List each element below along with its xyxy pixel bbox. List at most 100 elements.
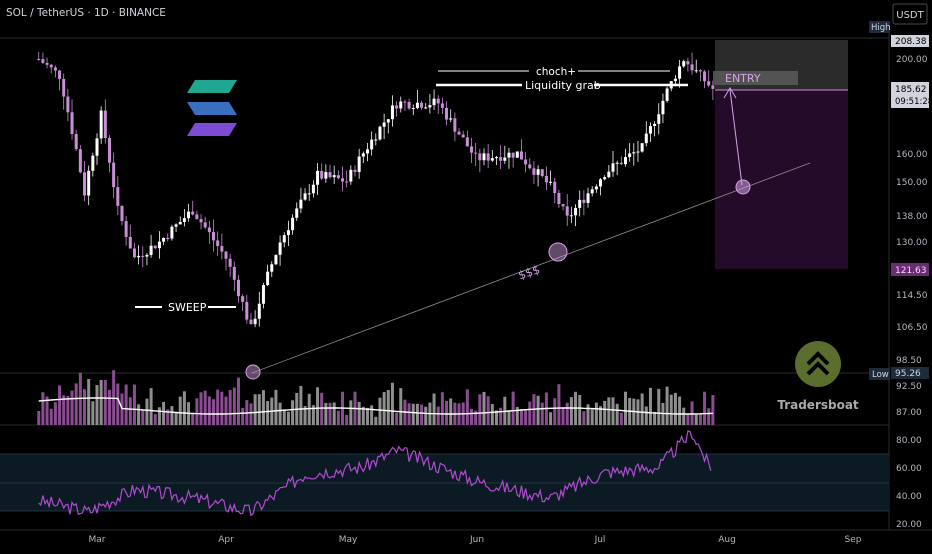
- price-tick: 114.50: [896, 291, 928, 301]
- candle: [199, 214, 203, 230]
- brand-name: Tradersboat: [777, 398, 859, 412]
- high-tag-label: High: [871, 23, 891, 33]
- volume-bar: [540, 402, 544, 425]
- volume-bar: [212, 399, 216, 425]
- volume-bar: [349, 400, 353, 425]
- volume-bar: [490, 404, 494, 425]
- symbol-title: SOL / TetherUS · 1D · BINANCE: [6, 7, 166, 19]
- candle: [420, 100, 424, 110]
- currency-button[interactable]: [892, 3, 928, 25]
- volume-bar: [37, 411, 41, 425]
- candle: [711, 80, 715, 101]
- candle: [578, 190, 582, 217]
- last-price: 185.62: [895, 85, 927, 95]
- candle: [49, 63, 53, 74]
- countdown: 09:51:28: [895, 97, 932, 107]
- time-tick: May: [339, 535, 358, 545]
- volume-bar: [41, 392, 45, 425]
- candle: [328, 164, 332, 179]
- volume-bar: [411, 403, 415, 425]
- entry-label: ENTRY: [725, 72, 761, 85]
- volume-bar: [320, 392, 324, 425]
- volume-bar: [478, 394, 482, 425]
- candle: [640, 143, 644, 153]
- volume-bar: [361, 406, 365, 425]
- volume-bar: [370, 405, 374, 425]
- volume-bar: [103, 379, 107, 425]
- candle: [162, 237, 166, 246]
- currency-label: USDT: [896, 10, 924, 21]
- candle: [320, 163, 324, 181]
- candle: [253, 310, 257, 328]
- candle: [449, 109, 453, 123]
- volume-bar: [665, 386, 669, 425]
- candle: [191, 200, 195, 216]
- volume-bar: [266, 401, 270, 425]
- candle: [403, 99, 407, 112]
- volume-bar: [582, 411, 586, 425]
- volume-bar: [316, 387, 320, 425]
- candle: [628, 142, 632, 162]
- candle: [365, 143, 369, 162]
- candle: [445, 101, 449, 125]
- candle: [353, 165, 357, 177]
- volume-bar: [578, 395, 582, 425]
- candle: [519, 139, 523, 160]
- candle: [440, 97, 444, 115]
- volume-bar: [711, 395, 715, 425]
- candle: [178, 216, 182, 225]
- candle: [270, 261, 274, 278]
- candle: [137, 245, 141, 265]
- volume-bar: [157, 407, 161, 425]
- candle: [303, 188, 307, 201]
- candle: [478, 148, 482, 173]
- liquidity-circle: [548, 242, 568, 262]
- volume-bar: [698, 414, 702, 425]
- low-tag-label: Low: [872, 370, 889, 380]
- candle: [220, 233, 224, 260]
- candle: [465, 130, 469, 147]
- candle: [53, 65, 57, 78]
- volume-bar: [311, 405, 315, 425]
- candle: [370, 131, 374, 156]
- last-price-tag: [891, 82, 929, 108]
- candle: [424, 103, 428, 110]
- volume-bar: [432, 393, 436, 425]
- candle: [470, 137, 474, 163]
- volume-bar: [420, 404, 424, 425]
- volume-bar: [336, 410, 340, 425]
- price-axis[interactable]: 200.00 160.00 150.00 138.00 130.00 114.5…: [896, 55, 928, 418]
- candle: [607, 165, 611, 179]
- volume-bar: [74, 383, 78, 425]
- candle: [112, 152, 116, 199]
- low-value-tag: [891, 367, 929, 379]
- candle: [432, 89, 436, 110]
- volume-bar: [66, 396, 70, 425]
- candle: [95, 133, 99, 165]
- sweep-label: SWEEP: [168, 301, 207, 314]
- volume-bar: [128, 397, 132, 425]
- candle: [62, 73, 66, 110]
- volume-bar: [657, 388, 661, 425]
- volume-bar: [407, 403, 411, 425]
- time-tick: Apr: [218, 535, 234, 545]
- rsi-axis[interactable]: 80.00 60.00 40.00 20.00: [896, 436, 922, 530]
- candle: [619, 156, 623, 166]
- stop-price: 121.63: [895, 266, 927, 276]
- candle: [216, 231, 220, 256]
- candle: [103, 99, 107, 144]
- time-axis[interactable]: Mar Apr May Jun Jul Aug Sep: [89, 535, 862, 545]
- low-value: 95.26: [895, 369, 921, 379]
- candle: [395, 101, 399, 117]
- candle: [415, 89, 419, 110]
- volume-bar: [241, 407, 245, 425]
- price-tick: 92.50: [896, 382, 922, 392]
- candle: [653, 121, 657, 137]
- high-value: 208.38: [895, 37, 927, 47]
- volume-bar: [328, 402, 332, 425]
- candle: [528, 158, 532, 170]
- volume-bar: [382, 392, 386, 425]
- volume-bar: [286, 411, 290, 425]
